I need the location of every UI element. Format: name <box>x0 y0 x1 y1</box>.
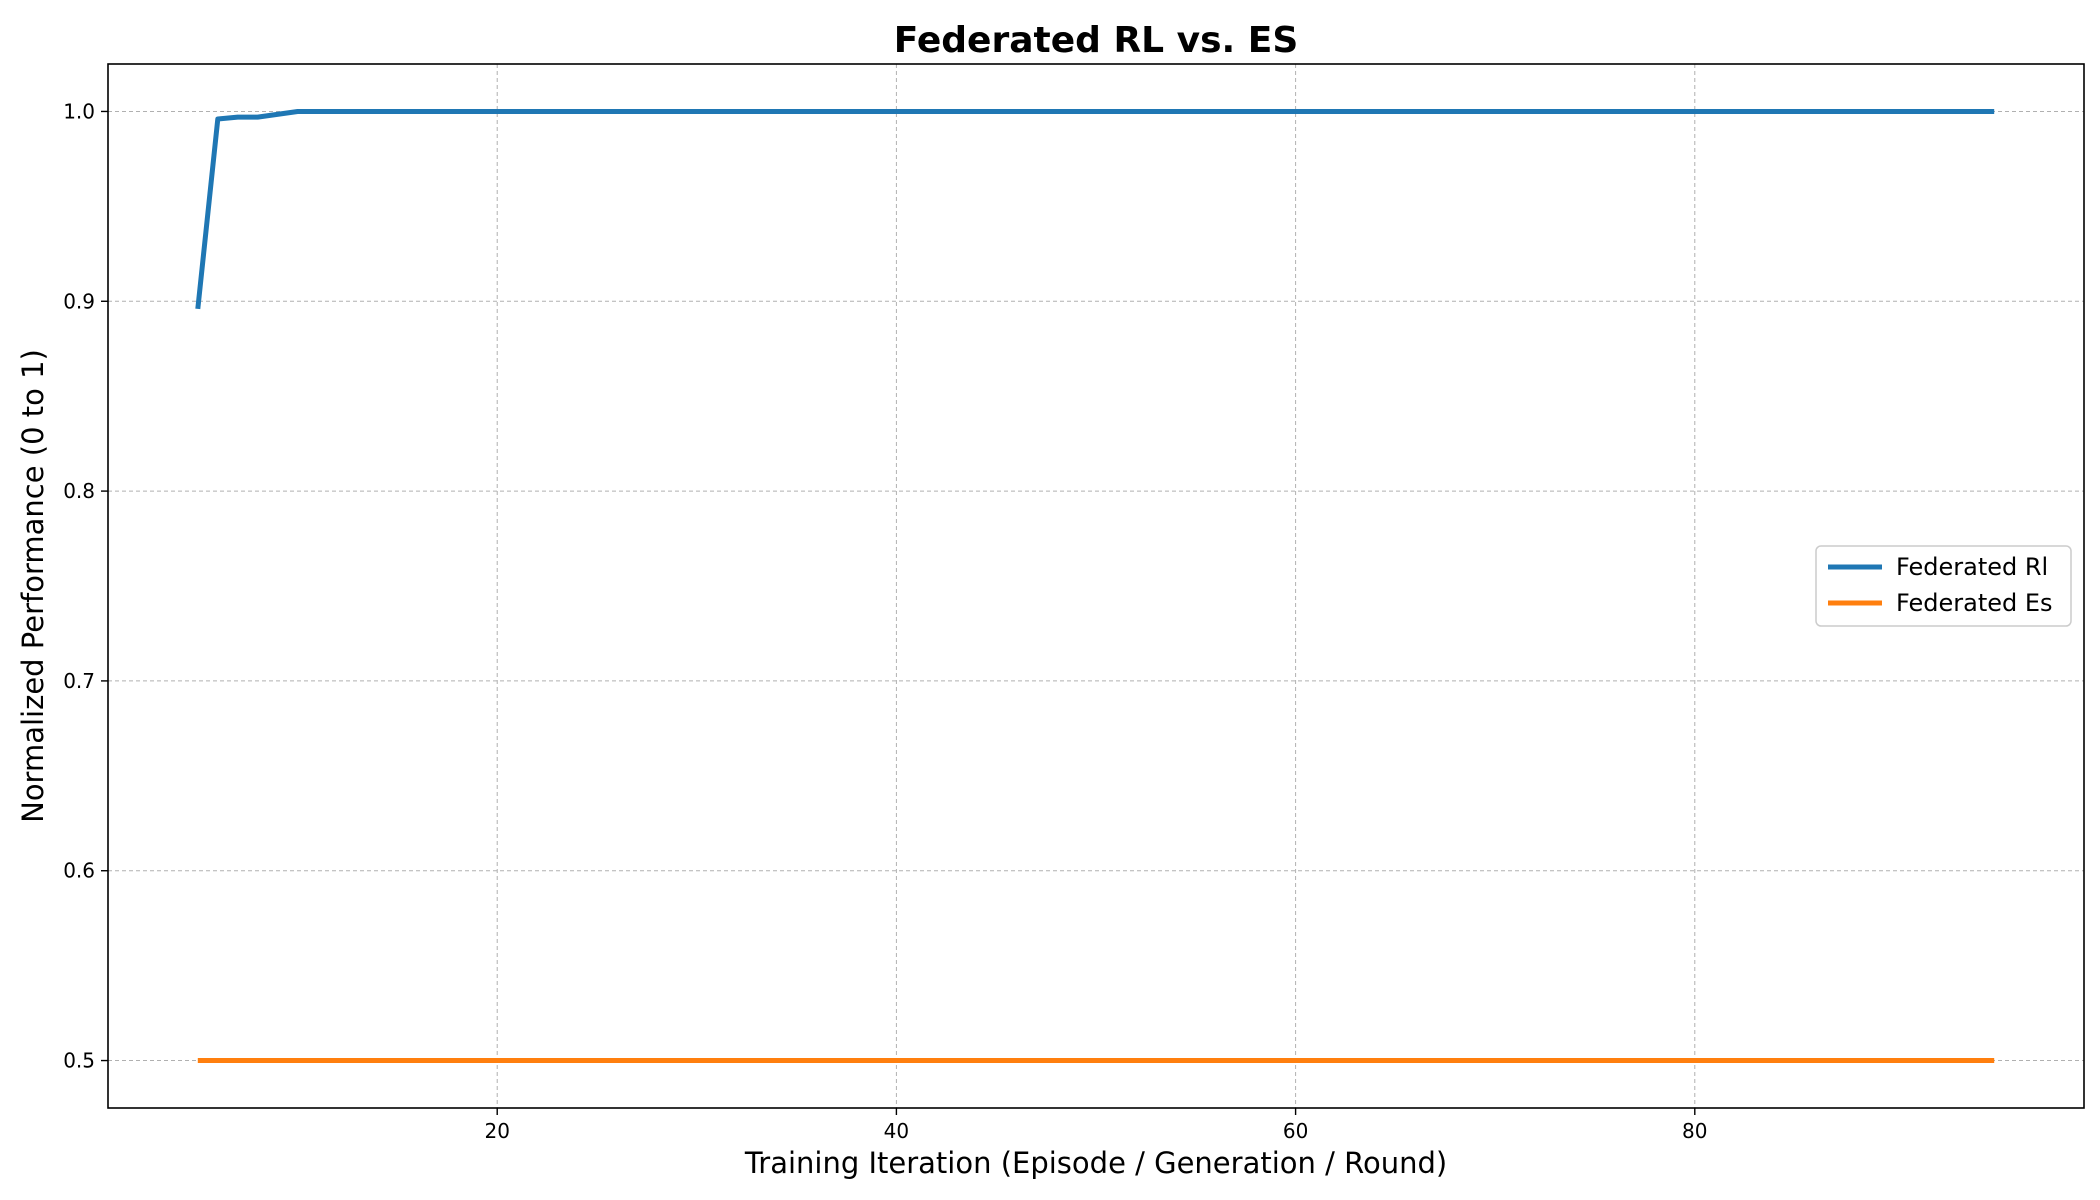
y-tick-label: 0.6 <box>63 859 95 883</box>
legend: Federated Rl Federated Es <box>1815 545 2072 627</box>
tick-layer: 20 40 60 80 0.5 0.6 0.7 0.8 0.9 1.0 <box>63 99 1707 1143</box>
y-axis-label: Normalized Performance (0 to 1) <box>16 349 50 823</box>
y-tick-label: 0.9 <box>63 289 95 313</box>
chart-title: Federated RL vs. ES <box>894 20 1299 61</box>
x-tick-label: 80 <box>1682 1119 1707 1143</box>
y-tick-label: 0.7 <box>63 669 95 693</box>
legend-label-federated-rl: Federated Rl <box>1896 553 2048 581</box>
x-tick-label: 60 <box>1283 1119 1308 1143</box>
x-axis-label: Training Iteration (Episode / Generation… <box>744 1146 1447 1180</box>
y-tick-label: 1.0 <box>63 99 95 123</box>
grid-layer <box>108 64 2084 1108</box>
legend-label-federated-es: Federated Es <box>1896 589 2053 617</box>
y-tick-label: 0.8 <box>63 479 95 503</box>
x-tick-label: 20 <box>484 1119 509 1143</box>
series-line-federated-rl <box>195 109 1995 310</box>
plot-frame <box>107 63 2085 1109</box>
y-tick-label: 0.5 <box>63 1049 95 1073</box>
x-tick-label: 40 <box>884 1119 909 1143</box>
series-layer <box>195 109 1995 1063</box>
